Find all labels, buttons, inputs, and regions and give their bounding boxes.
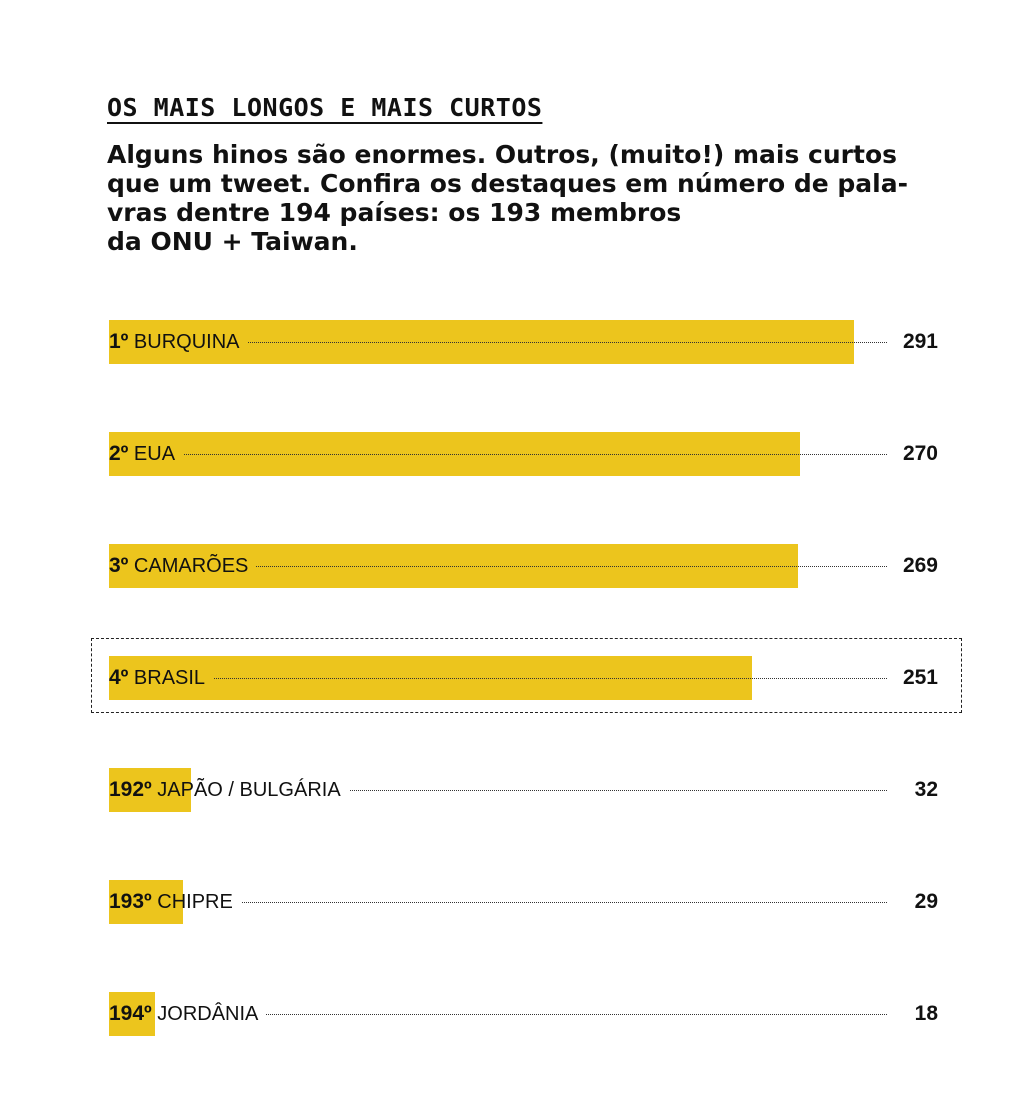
bar-label: 1º BURQUINA xyxy=(109,320,247,364)
rank-label: 4º xyxy=(109,666,129,689)
bar-label: 193º CHIPRE xyxy=(109,880,241,924)
chart-heading: OS MAIS LONGOS E MAIS CURTOS xyxy=(107,93,543,122)
bar-label: 3º CAMARÕES xyxy=(109,544,256,588)
label-mask xyxy=(109,880,184,924)
leader-dots xyxy=(109,902,887,903)
value-label: 291 xyxy=(894,320,938,364)
chart-row: 3º CAMARÕES 269 xyxy=(0,544,1024,588)
bar-label: 4º BRASIL xyxy=(109,656,213,700)
leader-dots xyxy=(109,566,887,567)
chart-row: 2º EUA 270 xyxy=(0,432,1024,476)
value-label: 251 xyxy=(894,656,938,700)
country-label: BRASIL xyxy=(128,667,206,689)
label-mask xyxy=(109,320,247,364)
bar-label: 194º JORDÂNIA xyxy=(109,992,266,1036)
country-label: CHIPRE xyxy=(151,891,233,913)
value-label: 29 xyxy=(906,880,938,924)
rank-label: 192º xyxy=(109,778,152,801)
country-label: BURQUINA xyxy=(128,331,240,353)
chart-row: 1º BURQUINA 291 xyxy=(0,320,1024,364)
rank-label: 194º xyxy=(109,1002,152,1025)
country-label: JAPÃO / BULGÁRIA xyxy=(151,779,341,801)
leader-dots xyxy=(109,678,887,679)
value-label: 270 xyxy=(894,432,938,476)
bar-label: 192º JAPÃO / BULGÁRIA xyxy=(109,768,349,812)
bar-label: 2º EUA xyxy=(109,432,183,476)
leader-dots xyxy=(109,1014,887,1015)
leader-dots xyxy=(109,454,887,455)
chart-intro: Alguns hinos são enormes. Outros, (muito… xyxy=(107,140,908,256)
value-label: 269 xyxy=(894,544,938,588)
rank-label: 2º xyxy=(109,442,129,465)
country-label: EUA xyxy=(128,443,176,465)
chart-row: 193º CHIPRE 29 xyxy=(0,880,1024,924)
country-label: CAMARÕES xyxy=(128,555,249,577)
country-label: JORDÂNIA xyxy=(151,1003,259,1025)
chart-row: 4º BRASIL 251 xyxy=(0,656,1024,700)
leader-dots xyxy=(109,342,887,343)
label-mask xyxy=(109,656,213,700)
label-mask xyxy=(190,768,349,812)
leader-dots xyxy=(109,790,887,791)
label-mask xyxy=(155,992,266,1036)
value-label: 32 xyxy=(906,768,938,812)
label-mask xyxy=(109,544,256,588)
chart-row: 192º JAPÃO / BULGÁRIA 32 xyxy=(0,768,1024,812)
label-mask xyxy=(109,768,191,812)
rank-label: 1º xyxy=(109,330,129,353)
rank-label: 3º xyxy=(109,554,129,577)
chart-row: 194º JORDÂNIA 18 xyxy=(0,992,1024,1036)
label-mask xyxy=(109,432,183,476)
label-mask xyxy=(183,880,241,924)
rank-label: 193º xyxy=(109,890,152,913)
brasil-highlight-box xyxy=(91,638,962,713)
label-mask xyxy=(109,992,156,1036)
value-label: 18 xyxy=(906,992,938,1036)
